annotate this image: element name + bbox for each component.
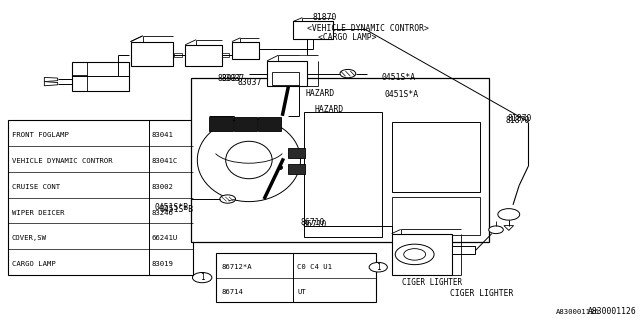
Text: 86710: 86710 [302,220,327,229]
Circle shape [340,69,356,78]
Bar [267,61,307,86]
Text: 0451S*B: 0451S*B [159,205,194,214]
Bar [222,53,230,57]
Text: 0451S*A: 0451S*A [381,73,415,82]
Text: <CARGO LAMP>: <CARGO LAMP> [317,33,376,42]
Text: COVER,SW: COVER,SW [12,236,47,242]
Text: 66241U: 66241U [152,236,178,242]
Text: <VEHICLE DYNAMIC CONTROR>: <VEHICLE DYNAMIC CONTROR> [307,24,428,33]
Circle shape [396,244,434,265]
Text: 81870: 81870 [313,13,337,22]
Bar [191,78,489,242]
Bar [293,21,333,39]
Text: 83037: 83037 [238,78,262,87]
Text: 86714: 86714 [221,289,243,295]
Bar [8,120,193,275]
Bar [72,62,129,91]
Ellipse shape [197,118,301,202]
Text: A830001126: A830001126 [588,308,636,316]
Bar [232,42,259,59]
Bar [185,45,221,66]
Bar [209,117,232,131]
Text: 86712*A: 86712*A [221,264,252,270]
Text: HAZARD: HAZARD [305,89,335,98]
Bar [234,117,257,131]
Ellipse shape [226,141,272,179]
Bar [289,164,305,174]
Text: CARGO LAMP: CARGO LAMP [12,261,55,267]
Polygon shape [44,82,58,86]
Text: 1: 1 [200,273,205,282]
Bar [303,112,383,237]
Text: 83019: 83019 [152,261,173,267]
Circle shape [369,262,387,272]
Circle shape [404,249,426,260]
Polygon shape [504,226,514,230]
Text: HAZARD: HAZARD [314,105,344,114]
Text: 83041: 83041 [152,132,173,138]
Circle shape [193,273,212,283]
Text: CIGER LIGHTER: CIGER LIGHTER [402,278,462,287]
Bar [258,117,281,131]
Text: 83037: 83037 [221,74,244,83]
Bar [173,53,182,57]
Text: 0451S*A: 0451S*A [384,90,419,99]
Text: VEHICLE DYNAMIC CONTROR: VEHICLE DYNAMIC CONTROR [12,158,112,164]
Text: WIPER DEICER: WIPER DEICER [12,210,64,216]
Text: 81870: 81870 [505,116,529,125]
Bar [392,122,479,192]
Circle shape [220,195,236,203]
Text: 83041C: 83041C [152,158,178,164]
Bar [216,253,376,302]
Bar [272,72,300,85]
Text: C0 C4 U1: C0 C4 U1 [297,264,332,270]
Bar [131,42,173,66]
Text: 1: 1 [376,263,381,272]
Text: 83246: 83246 [152,210,173,216]
Polygon shape [44,77,58,82]
Bar [289,148,305,158]
Text: 0451S*B: 0451S*B [155,203,189,212]
Bar [452,246,476,254]
Text: 83037: 83037 [218,74,242,83]
Bar [392,197,479,235]
Text: 83002: 83002 [152,184,173,190]
Circle shape [489,226,503,234]
Text: A830001126: A830001126 [556,309,600,315]
Text: 86710: 86710 [301,218,325,227]
Text: CIGER LIGHTER: CIGER LIGHTER [451,289,514,298]
Bar [392,234,452,275]
Text: 81870: 81870 [508,114,532,123]
Text: UT: UT [297,289,306,295]
Text: CRUISE CONT: CRUISE CONT [12,184,60,190]
Text: FRONT FOGLAMP: FRONT FOGLAMP [12,132,68,138]
Circle shape [498,209,520,220]
